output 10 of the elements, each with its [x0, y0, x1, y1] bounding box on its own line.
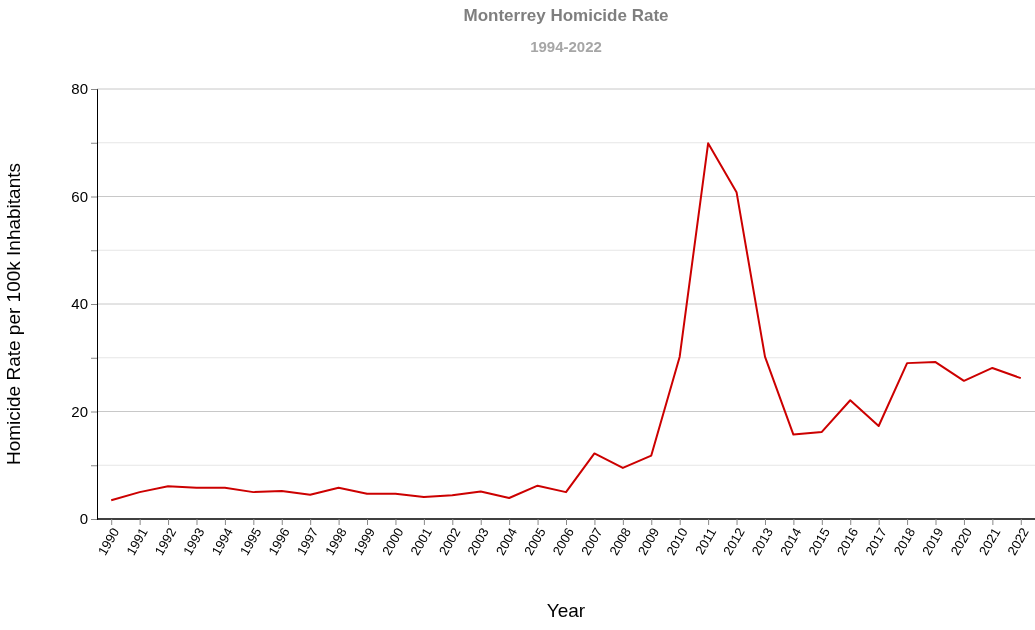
y-tick-label: 60: [71, 187, 88, 205]
y-tick-label: 80: [71, 80, 88, 98]
y-tick-label: 40: [71, 295, 88, 313]
y-axis-title: Homicide Rate per 100k Inhabitants: [3, 162, 24, 466]
chart-title: Monterrey Homicide Rate: [463, 6, 669, 25]
x-axis-title: Year: [546, 600, 586, 621]
line-series: [110, 142, 1022, 502]
y-tick-label: 0: [79, 510, 88, 528]
chart-subtitle: 1994-2022: [530, 38, 602, 55]
y-tick-label: 20: [71, 402, 88, 420]
